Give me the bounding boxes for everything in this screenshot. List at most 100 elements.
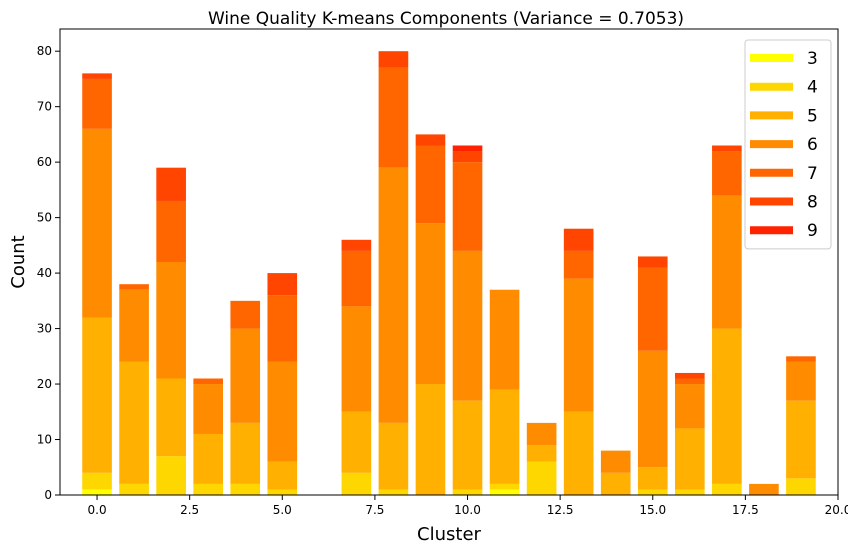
bar-cluster-15-quality-6: [637, 350, 668, 468]
x-tick-label: 17.5: [732, 503, 759, 517]
bar-cluster-0-quality-7: [82, 78, 112, 129]
bar-cluster-9-quality-5: [415, 384, 446, 495]
y-tick-label: 10: [37, 433, 52, 447]
bar-cluster-7-quality-4: [341, 472, 372, 495]
x-tick-label: 7.5: [365, 503, 384, 517]
bar-cluster-8-quality-4: [378, 489, 409, 495]
bar-cluster-16-quality-4: [674, 489, 705, 495]
bar-cluster-7-quality-8: [341, 239, 372, 251]
bar-cluster-19-quality-7: [786, 356, 816, 362]
legend-label-3: 3: [807, 49, 818, 69]
bar-cluster-17-quality-5: [712, 328, 742, 484]
bar-cluster-2-quality-7: [156, 200, 186, 262]
bar-cluster-19-quality-6: [786, 361, 816, 401]
bar-cluster-15-quality-8: [637, 256, 668, 268]
bar-cluster-8-quality-8: [378, 51, 409, 68]
bar-cluster-3-quality-7: [193, 378, 224, 385]
bar-cluster-8-quality-5: [378, 422, 409, 490]
bar-cluster-11-quality-6: [489, 289, 520, 390]
bar-cluster-5-quality-7: [267, 295, 298, 362]
bar-cluster-11-quality-4: [489, 483, 520, 490]
bar-cluster-12-quality-6: [526, 422, 557, 446]
bar-cluster-19-quality-5: [786, 400, 816, 479]
x-tick-label: 20.0: [825, 503, 848, 517]
bar-cluster-3-quality-4: [193, 483, 224, 495]
bar-cluster-4-quality-5: [230, 422, 261, 484]
bar-cluster-4-quality-6: [230, 328, 261, 423]
bar-cluster-10-quality-4: [452, 489, 483, 495]
bar-cluster-5-quality-6: [267, 361, 298, 462]
bar-cluster-13-quality-7: [563, 250, 594, 279]
bar-cluster-16-quality-6: [674, 384, 705, 429]
bar-cluster-9-quality-8: [415, 134, 446, 146]
bar-cluster-2-quality-4: [156, 456, 186, 495]
bar-cluster-13-quality-6: [563, 278, 594, 412]
bar-cluster-16-quality-5: [674, 428, 705, 490]
bar-cluster-2-quality-8: [156, 167, 186, 201]
bar-cluster-18-quality-6: [749, 483, 779, 495]
bar-cluster-5-quality-8: [267, 273, 298, 296]
legend: 3 4 5 6 7 8 9: [744, 39, 832, 250]
bar-cluster-1-quality-6: [119, 289, 149, 362]
bar-cluster-1-quality-7: [119, 284, 149, 290]
bar-cluster-13-quality-5: [563, 411, 594, 495]
bar-cluster-10-quality-7: [452, 162, 483, 251]
x-axis-label: Cluster: [417, 524, 481, 545]
bar-cluster-14-quality-5: [600, 472, 631, 495]
bar-cluster-9-quality-6: [415, 223, 446, 385]
legend-label-5: 5: [807, 106, 818, 126]
plot-area: [59, 28, 839, 496]
y-tick-label: 80: [37, 44, 52, 58]
bar-cluster-0-quality-6: [82, 128, 112, 318]
bar-cluster-1-quality-5: [119, 361, 149, 484]
bar-cluster-11-quality-3: [489, 489, 520, 495]
bar-cluster-15-quality-7: [637, 267, 668, 351]
bars-layer: [82, 51, 816, 495]
bar-cluster-4-quality-7: [230, 300, 261, 329]
bar-cluster-13-quality-8: [563, 228, 594, 251]
bar-cluster-7-quality-5: [341, 411, 372, 473]
bar-cluster-0-quality-8: [82, 73, 112, 79]
bar-cluster-3-quality-5: [193, 433, 224, 484]
bar-cluster-10-quality-8: [452, 151, 483, 163]
bar-cluster-11-quality-5: [489, 389, 520, 484]
bar-cluster-10-quality-9: [452, 145, 483, 152]
x-tick-label: 5.0: [273, 503, 292, 517]
y-tick-label: 60: [37, 155, 52, 169]
y-axis: 0 10 20 30 40 50 60 70 80: [37, 44, 60, 502]
bar-cluster-0-quality-4: [82, 472, 112, 490]
bar-cluster-8-quality-7: [378, 67, 409, 168]
legend-label-4: 4: [807, 78, 818, 98]
bar-cluster-10-quality-5: [452, 400, 483, 490]
bar-cluster-5-quality-4: [267, 489, 298, 495]
x-tick-label: 10.0: [454, 503, 481, 517]
bar-cluster-3-quality-6: [193, 384, 224, 434]
bar-cluster-2-quality-5: [156, 378, 186, 457]
bar-cluster-5-quality-5: [267, 461, 298, 490]
x-tick-label: 12.5: [547, 503, 574, 517]
bar-cluster-10-quality-6: [452, 250, 483, 401]
bar-cluster-17-quality-8: [712, 145, 742, 152]
y-tick-label: 30: [37, 322, 52, 336]
bar-cluster-12-quality-5: [526, 445, 557, 462]
bar-cluster-1-quality-4: [119, 483, 149, 495]
y-axis-label: Count: [8, 235, 29, 288]
bar-cluster-15-quality-5: [637, 467, 668, 490]
x-axis: 0.0 2.5 5.0 7.5 10.0 12.5 15.0 17.5 20.0: [88, 495, 848, 517]
legend-label-8: 8: [807, 193, 818, 213]
bar-cluster-7-quality-7: [341, 250, 372, 307]
bar-cluster-8-quality-6: [378, 167, 409, 423]
bar-cluster-4-quality-4: [230, 483, 261, 495]
bar-cluster-16-quality-8: [674, 372, 705, 379]
x-tick-label: 2.5: [180, 503, 199, 517]
bar-cluster-19-quality-4: [786, 478, 816, 495]
chart-title: Wine Quality K-means Components (Varianc…: [208, 9, 684, 29]
y-tick-label: 70: [37, 100, 52, 114]
bar-cluster-17-quality-6: [712, 195, 742, 329]
y-tick-label: 40: [37, 266, 52, 280]
bar-cluster-16-quality-7: [674, 378, 705, 385]
x-tick-label: 15.0: [639, 503, 666, 517]
bar-cluster-2-quality-6: [156, 262, 186, 379]
bar-cluster-14-quality-6: [600, 450, 631, 473]
